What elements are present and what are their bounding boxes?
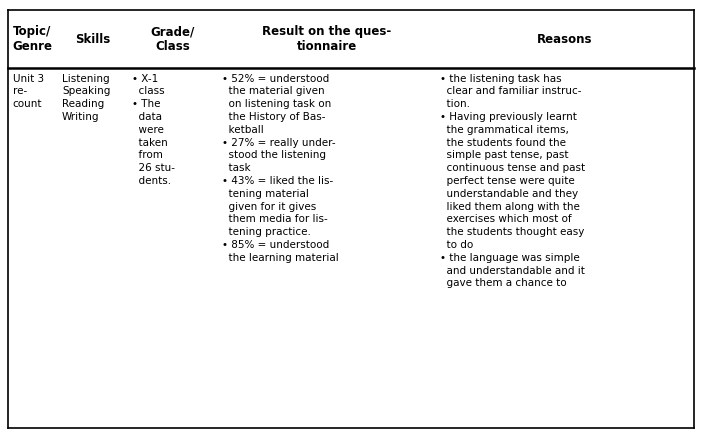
Text: • X-1
  class
• The
  data
  were
  taken
  from
  26 stu-
  dents.: • X-1 class • The data were taken from 2… [132, 74, 175, 186]
Text: Reasons: Reasons [537, 33, 592, 45]
Text: Result on the ques-
tionnaire: Result on the ques- tionnaire [263, 25, 392, 53]
Text: • the listening task has
  clear and familiar instruc-
  tion.
• Having previous: • the listening task has clear and famil… [440, 74, 585, 289]
Text: Skills: Skills [75, 33, 110, 45]
Text: • 52% = understood
  the material given
  on listening task on
  the History of : • 52% = understood the material given on… [223, 74, 339, 263]
Text: Topic/
Genre: Topic/ Genre [13, 25, 53, 53]
Text: Grade/
Class: Grade/ Class [151, 25, 195, 53]
Text: Listening
Speaking
Reading
Writing: Listening Speaking Reading Writing [62, 74, 110, 122]
Text: Unit 3
re-
count: Unit 3 re- count [13, 74, 44, 109]
